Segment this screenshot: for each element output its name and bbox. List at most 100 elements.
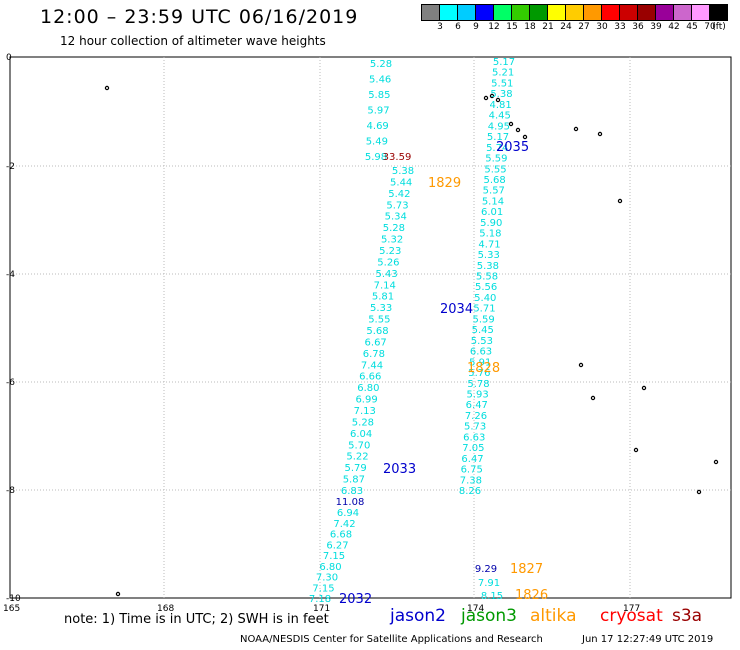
wave-height-label: 11.08 [336,497,365,508]
wave-height-label: 5.40 [474,293,496,304]
wave-height-label: 5.97 [367,106,389,117]
wave-height-label: 5.18 [479,229,501,240]
wave-height-label: 6.80 [357,383,379,394]
wave-height-label: 7.14 [374,280,396,291]
wave-height-label: 7.44 [361,360,383,371]
island-outline [617,198,623,204]
island-outline [515,127,521,133]
island-outline [633,447,639,453]
wave-height-label: 6.47 [461,454,483,465]
satellite-name-jason3: jason3 [461,606,517,626]
island-outline [115,591,121,597]
legend-label: 6 [455,22,461,32]
y-tick-label: -2 [6,162,15,172]
wave-height-label: 4.69 [367,121,389,132]
pass-time-label: 2035 [496,140,529,155]
satellite-name-altika: altika [530,606,577,626]
wave-height-label: 5.38 [490,89,512,100]
legend-swatch [709,4,728,21]
wave-height-label: 5.26 [377,257,399,268]
wave-height-label: 5.28 [383,223,405,234]
wave-height-label: 5.22 [346,452,368,463]
wave-height-label: 5.59 [472,314,494,325]
wave-height-label: 4.45 [489,111,511,122]
wave-height-label: 7.18 [309,594,331,605]
satellite-name-s3a: s3a [672,606,703,626]
wave-height-label: 5.38 [477,261,499,272]
wave-height-label: 5.57 [483,186,505,197]
legend-label: 70 [704,22,716,32]
wave-height-label: 5.79 [345,463,367,474]
wave-height-label: 5.91 [469,357,491,368]
wave-height-label: 6.63 [463,432,485,443]
island-outline [495,97,501,103]
wave-height-label: 6.01 [481,207,503,218]
color-legend [421,4,728,21]
island-outline [641,385,647,391]
pass-time-label: 2034 [440,302,473,317]
wave-height-label: 6.99 [355,395,377,406]
y-tick-label: -8 [6,486,15,496]
wave-height-label: 33.59 [383,152,412,163]
wave-height-label: 6.94 [337,508,359,519]
wave-height-label: 6.75 [461,465,483,476]
wave-height-label: 5.73 [386,200,408,211]
wave-height-label: 5.56 [475,282,497,293]
wave-height-label: 5.51 [491,78,513,89]
wave-height-label: 5.73 [464,422,486,433]
wave-height-label: 6.27 [326,540,348,551]
wave-height-label: 5.17 [487,132,509,143]
map-frame [9,56,732,599]
wave-height-label: 5.90 [480,218,502,229]
wave-height-label: 5.44 [390,177,412,188]
wave-height-label: 4.71 [478,239,500,250]
wave-height-label: 5.98 [365,152,387,163]
legend-label: 12 [488,22,500,32]
wave-height-label: 5.74 [486,143,508,154]
map-subtitle: 12 hour collection of altimeter wave hei… [60,34,326,48]
wave-height-label: 6.68 [330,530,352,541]
wave-height-label: 5.42 [388,189,410,200]
legend-label: 39 [650,22,662,32]
wave-height-label: 5.46 [369,75,391,86]
satellite-name-cryosat: cryosat [600,606,663,626]
x-tick-label: 168 [157,604,174,614]
legend-label: (ft) [712,22,726,32]
wave-height-label: 7.05 [462,443,484,454]
wave-height-label: 7.15 [312,583,334,594]
wave-height-label: 7.13 [354,406,376,417]
wave-height-label: 7.91 [478,578,500,589]
satellite-name-jason2: jason2 [390,606,446,626]
wave-height-label: 6.66 [359,372,381,383]
wave-height-label: 5.28 [370,59,392,70]
wave-height-label: 5.71 [473,304,495,315]
wave-height-label: 5.17 [493,57,515,68]
wave-height-label: 6.63 [470,347,492,358]
wave-height-label: 5.38 [392,166,414,177]
island-outline [578,362,584,368]
wave-height-label: 5.81 [372,292,394,303]
legend-label: 36 [632,22,644,32]
wave-height-label: 7.30 [316,573,338,584]
pass-time-label: 1826 [515,588,548,603]
wave-height-label: 5.23 [379,246,401,257]
island-outline [489,93,495,99]
wave-height-label: 6.80 [319,562,341,573]
island-outline [590,395,596,401]
wave-height-label: 5.53 [471,336,493,347]
wave-height-label: 6.47 [466,400,488,411]
legend-label: 42 [668,22,680,32]
legend-label: 33 [614,22,626,32]
wave-height-label: 6.04 [350,429,372,440]
island-outline [483,95,489,101]
wave-height-label: 5.76 [468,368,490,379]
island-outline [713,459,719,465]
wave-height-label: 5.34 [385,212,407,223]
wave-height-label: 5.85 [368,90,390,101]
wave-height-label: 5.43 [375,269,397,280]
pass-time-label: 2032 [339,592,372,607]
wave-height-label: 6.78 [363,349,385,360]
wave-height-label: 7.42 [333,519,355,530]
wave-height-label: 6.67 [365,337,387,348]
